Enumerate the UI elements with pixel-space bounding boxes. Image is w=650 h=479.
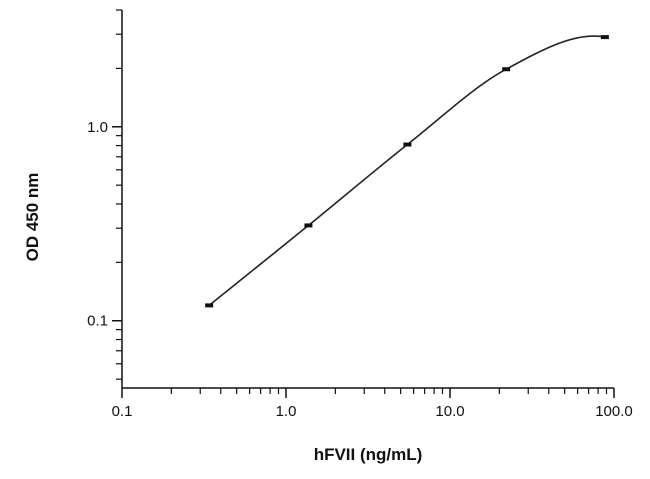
fitted-curve (208, 35, 606, 307)
data-point (403, 142, 412, 147)
y-tick-label: 0.1 (87, 313, 108, 330)
data-point (205, 303, 214, 308)
x-tick-label: 1.0 (276, 403, 297, 420)
y-tick-label: 1.0 (87, 119, 108, 136)
x-tick-label: 10.0 (435, 403, 464, 420)
axes (121, 10, 614, 389)
y-axis-label: OD 450 nm (23, 173, 42, 262)
data-point (304, 223, 313, 228)
tick-labels: 0.1 1.0 10.0 100.0 0.1 1.0 (87, 119, 633, 420)
data-points (205, 35, 609, 308)
data-point (502, 67, 511, 72)
x-axis-label: hFVII (ng/mL) (314, 445, 423, 464)
x-tick-label: 0.1 (112, 403, 133, 420)
ticks (112, 9, 615, 398)
data-point (600, 35, 609, 40)
x-tick-label: 100.0 (595, 403, 633, 420)
